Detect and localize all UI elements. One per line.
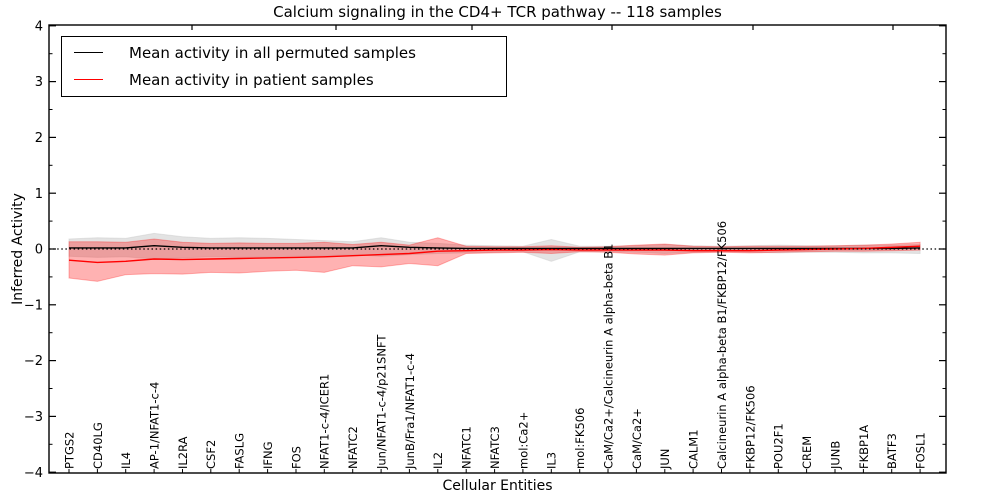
y-tick-label: 1 <box>35 187 43 202</box>
y-tick-label: 3 <box>35 75 43 90</box>
x-tick-label: POU2F1 <box>772 423 786 469</box>
x-tick-label: CSF2 <box>204 440 218 469</box>
x-tick-label: BATF3 <box>885 433 899 469</box>
band-permuted-range <box>68 232 921 262</box>
y-tick-label: 0 <box>35 243 43 258</box>
y-tick-label: −2 <box>24 354 43 369</box>
x-tick-label: CREM <box>800 436 814 469</box>
x-tick-label: PTGS2 <box>62 432 76 470</box>
series-line-patient <box>68 245 921 264</box>
x-tick-label: JUNB <box>828 441 842 470</box>
x-tick-label: FOS <box>289 446 303 469</box>
x-tick-label: IL2RA <box>176 436 190 469</box>
legend-label: Mean activity in patient samples <box>129 70 374 89</box>
chart-title: Calcium signaling in the CD4+ TCR pathwa… <box>273 3 722 21</box>
x-tick-label: NFAT1-c-4/ICER1 <box>318 374 332 469</box>
x-tick-label: Calcineurin A alpha-beta B1/FKBP12/FK506 <box>715 221 729 469</box>
legend-entry-patient: Mean activity in patient samples <box>62 66 506 93</box>
x-tick-label: CALM1 <box>686 429 700 469</box>
y-tick-label: −4 <box>24 466 43 481</box>
x-tick-label: FKBP1A <box>857 425 871 469</box>
x-tick-label: IL3 <box>545 452 559 469</box>
series-line-permuted <box>69 244 921 250</box>
x-tick-label: mol:FK506 <box>573 408 587 469</box>
x-tick-label: NFATC3 <box>488 426 502 469</box>
legend-label: Mean activity in all permuted samples <box>129 43 416 62</box>
legend: Mean activity in all permuted samples Me… <box>61 36 507 97</box>
permuted-line-swatch <box>74 52 103 53</box>
x-tick-label: FKBP12/FK506 <box>743 385 757 469</box>
y-tick-label: 4 <box>35 19 43 34</box>
y-tick-label: −3 <box>24 410 43 425</box>
x-tick-label: FASLG <box>233 433 247 469</box>
x-tick-label: IL2 <box>431 452 445 469</box>
x-tick-label: AP-1/NFAT1-c-4 <box>147 382 161 469</box>
x-tick-label: IFNG <box>261 441 275 469</box>
x-tick-label: IL4 <box>119 452 133 469</box>
x-axis-label: Cellular Entities <box>442 478 553 494</box>
y-axis-label: Inferred Activity <box>10 193 26 305</box>
y-tick-label: 2 <box>35 131 43 146</box>
x-tick-label: NFATC2 <box>346 426 360 469</box>
patient-line-swatch <box>74 79 103 80</box>
x-tick-label: Jun/NFAT1-c-4/p21SNFT <box>374 334 388 470</box>
x-tick-label: JunB/Fra1/NFAT1-c-4 <box>403 353 417 470</box>
x-tick-label: FOSL1 <box>913 432 927 469</box>
x-tick-label: CaM/Ca2+/Calcineurin A alpha-beta B1 <box>601 244 615 469</box>
x-tick-label: NFATC1 <box>460 426 474 469</box>
plot-border <box>48 24 947 474</box>
legend-entry-permuted: Mean activity in all permuted samples <box>62 39 506 66</box>
x-tick-label: JUN <box>658 449 672 470</box>
x-tick-label: CD40LG <box>91 422 105 469</box>
x-tick-label: CaM/Ca2+ <box>630 408 644 469</box>
y-tick-label: −1 <box>24 298 43 313</box>
x-tick-label: mol:Ca2+ <box>516 412 530 469</box>
